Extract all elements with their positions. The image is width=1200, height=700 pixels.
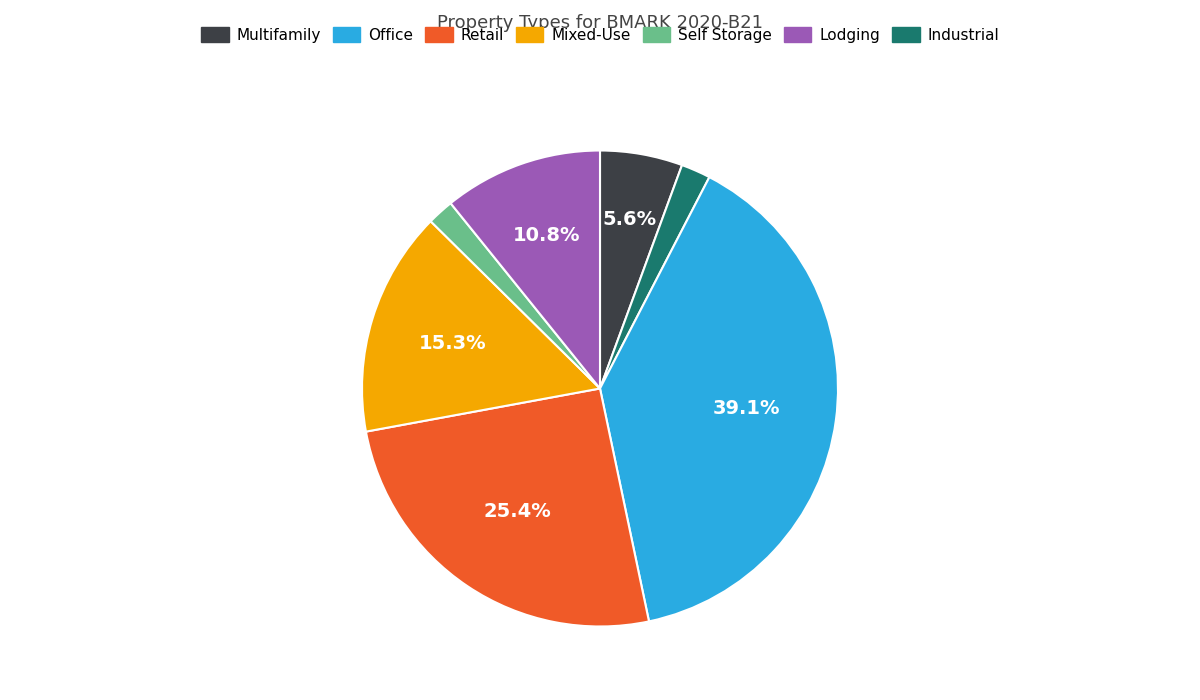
Text: 25.4%: 25.4% <box>484 502 552 521</box>
Text: 15.3%: 15.3% <box>419 333 486 353</box>
Legend: Multifamily, Office, Retail, Mixed-Use, Self Storage, Lodging, Industrial: Multifamily, Office, Retail, Mixed-Use, … <box>194 21 1006 49</box>
Wedge shape <box>431 203 600 389</box>
Wedge shape <box>362 221 600 432</box>
Wedge shape <box>366 389 649 626</box>
Text: 10.8%: 10.8% <box>512 226 580 246</box>
Wedge shape <box>600 177 838 622</box>
Wedge shape <box>600 165 709 388</box>
Title: Property Types for BMARK 2020-B21: Property Types for BMARK 2020-B21 <box>437 15 763 32</box>
Text: 5.6%: 5.6% <box>602 210 658 230</box>
Wedge shape <box>451 150 600 389</box>
Wedge shape <box>600 150 682 389</box>
Text: 39.1%: 39.1% <box>713 399 780 418</box>
